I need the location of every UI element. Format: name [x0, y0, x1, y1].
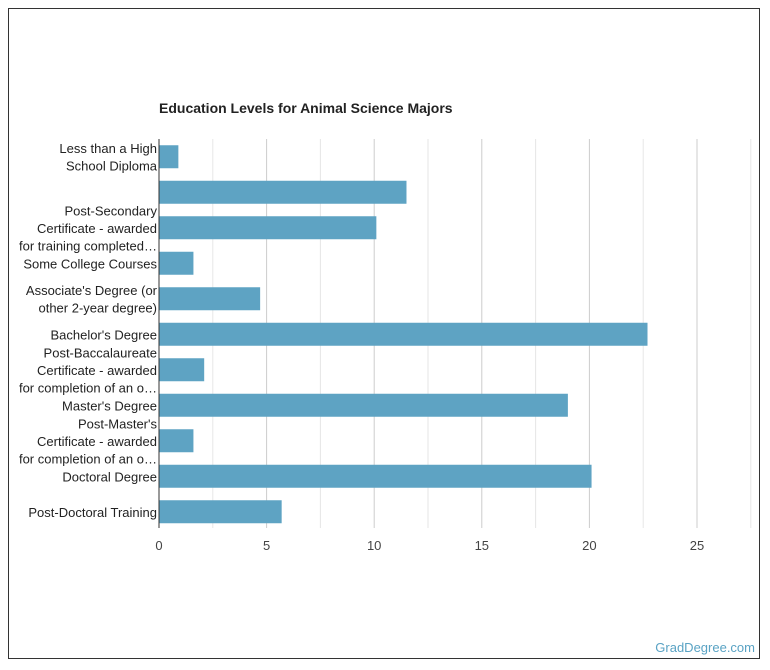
category-label: Post-Doctoral Training	[28, 505, 157, 520]
category-label: Post-Secondary	[65, 203, 158, 218]
bar	[159, 216, 377, 240]
category-label: Post-Baccalaureate	[44, 345, 157, 360]
category-label: for training completed…	[19, 238, 157, 253]
category-label: Less than a High	[59, 141, 157, 156]
x-tick-label: 5	[263, 538, 270, 553]
category-label: Doctoral Degree	[62, 469, 157, 484]
x-tick-label: 10	[367, 538, 381, 553]
bar	[159, 358, 205, 382]
x-tick-label: 15	[475, 538, 489, 553]
bar	[159, 287, 261, 311]
x-tick-label: 20	[582, 538, 596, 553]
category-label: Associate's Degree (or	[26, 283, 158, 298]
category-label: Certificate - awarded	[37, 434, 157, 449]
category-label: other 2-year degree)	[38, 301, 157, 316]
category-label: for completion of an o…	[19, 380, 157, 395]
x-tick-label: 25	[690, 538, 704, 553]
bar	[159, 145, 179, 169]
bar	[159, 429, 194, 453]
bar	[159, 464, 592, 488]
bar	[159, 251, 194, 275]
category-label: Certificate - awarded	[37, 363, 157, 378]
category-label: Certificate - awarded	[37, 221, 157, 236]
category-label: Post-Master's	[78, 416, 158, 431]
category-label: Some College Courses	[23, 256, 157, 271]
site-credit[interactable]: GradDegree.com	[655, 640, 755, 655]
category-label: Master's Degree	[62, 398, 157, 413]
bar	[159, 500, 282, 524]
category-label: School Diploma	[66, 159, 158, 174]
bar	[159, 322, 648, 346]
category-label: for completion of an o…	[19, 451, 157, 466]
bar	[159, 180, 407, 204]
category-label: Bachelor's Degree	[50, 327, 157, 342]
bar	[159, 393, 568, 417]
x-tick-label: 0	[155, 538, 162, 553]
chart-title: Education Levels for Animal Science Majo…	[159, 100, 453, 116]
